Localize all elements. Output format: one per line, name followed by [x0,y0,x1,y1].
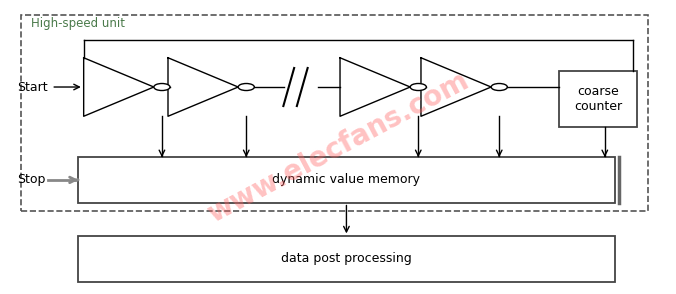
Bar [78,236,614,282]
Text: www.elecfans.com: www.elecfans.com [203,66,473,228]
Text: Stop: Stop [18,173,46,186]
Circle shape [154,83,170,91]
Text: dynamic value memory: dynamic value memory [272,173,420,186]
Bar [559,71,637,126]
Polygon shape [84,58,154,116]
Circle shape [238,83,254,91]
Text: Start: Start [18,81,48,93]
Polygon shape [168,58,238,116]
Bar [78,157,614,203]
Circle shape [491,83,507,91]
Text: data post processing: data post processing [281,253,412,265]
Polygon shape [340,58,410,116]
Bar [21,15,648,211]
Text: coarse
counter: coarse counter [574,85,622,113]
Text: High-speed unit: High-speed unit [31,17,125,30]
Circle shape [410,83,427,91]
Polygon shape [421,58,491,116]
